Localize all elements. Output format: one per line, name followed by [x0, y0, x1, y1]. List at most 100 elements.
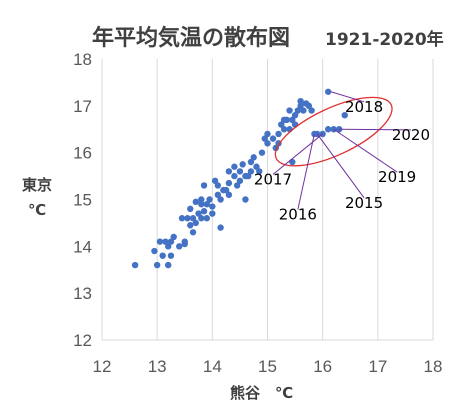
data-point [217, 224, 224, 231]
annotation-label: 2020 [392, 126, 430, 144]
x-tick-label: 12 [93, 357, 112, 376]
annotation-leader-line [297, 133, 315, 210]
data-point [162, 238, 169, 245]
data-point [231, 163, 238, 170]
y-tick-label: 14 [73, 237, 92, 256]
annotation-leader-line [272, 133, 323, 175]
data-point [239, 161, 246, 168]
data-point [236, 177, 244, 184]
y-tick-label: 13 [73, 284, 92, 303]
data-point [198, 215, 205, 222]
data-point [275, 130, 282, 138]
data-point [189, 229, 197, 236]
data-point [264, 140, 271, 147]
x-axis-title: 熊谷 ℃ [230, 384, 293, 402]
data-point [200, 208, 208, 215]
data-point [178, 215, 186, 222]
data-point [176, 243, 183, 250]
data-point [280, 126, 288, 133]
data-point [203, 200, 211, 208]
y-tick-label: 15 [73, 191, 92, 210]
data-point [198, 200, 205, 208]
y-tick-label: 12 [73, 331, 92, 350]
data-point [324, 126, 332, 133]
grid-lines [101, 59, 434, 341]
data-point [131, 261, 139, 269]
annotation-leader-line [333, 128, 398, 173]
data-point [250, 154, 257, 161]
data-point [300, 107, 307, 114]
annotation-label: 2015 [345, 194, 383, 212]
annotations: 2018 2020 2019 2017 2015 2016 [254, 91, 430, 224]
x-tick-label: 16 [313, 357, 332, 376]
data-point [189, 215, 197, 222]
data-point [294, 107, 302, 114]
data-point [261, 135, 268, 142]
data-point [289, 158, 296, 166]
annotation-leader-line [316, 133, 365, 199]
data-point [167, 238, 175, 245]
data-point [209, 203, 216, 210]
x-tick-label: 13 [148, 357, 167, 376]
data-point [244, 172, 252, 180]
data-points [131, 88, 348, 269]
y-axis-title-line2: ℃ [28, 201, 46, 219]
data-point [233, 182, 241, 189]
chart-subtitle: 1921-2020年 [325, 29, 444, 50]
data-point [159, 252, 166, 259]
y-tick-label: 16 [73, 144, 92, 163]
data-point [247, 158, 255, 166]
y-axis-title-line1: 東京 [22, 176, 52, 194]
data-point [165, 243, 172, 250]
data-point [214, 191, 222, 199]
data-point [156, 238, 164, 245]
data-point [341, 112, 348, 119]
data-point [242, 196, 249, 203]
data-point [236, 168, 244, 175]
data-point [305, 102, 313, 110]
data-point [258, 149, 266, 156]
data-point [151, 247, 158, 255]
x-tick-label: 18 [424, 357, 443, 376]
data-point [225, 191, 233, 199]
data-point [286, 107, 293, 114]
data-point [280, 116, 288, 124]
data-point [278, 121, 285, 128]
data-point [264, 130, 271, 138]
chart-title: 年平均気温の散布図 [92, 25, 290, 51]
y-tick-label: 17 [73, 97, 92, 116]
data-point [181, 238, 188, 245]
chart-title-group: 年平均気温の散布図 1921-2020年 [92, 25, 444, 51]
data-point [289, 116, 296, 124]
data-point [192, 198, 199, 206]
data-point [247, 168, 255, 175]
data-point [297, 97, 304, 105]
data-point [184, 215, 191, 222]
x-tick-label: 14 [203, 357, 222, 376]
annotation-leader-line [339, 128, 411, 131]
data-point [211, 177, 219, 184]
x-tick-label: 15 [258, 357, 277, 376]
data-point [217, 196, 224, 203]
annotation-label: 2018 [345, 98, 383, 116]
highlight-ellipse [274, 96, 393, 167]
x-tick-label: 17 [368, 357, 387, 376]
data-point [195, 210, 202, 217]
data-point [187, 222, 194, 229]
data-point [206, 196, 213, 203]
data-point [231, 172, 238, 180]
data-point [192, 219, 199, 227]
data-point [167, 252, 175, 259]
data-point [209, 210, 216, 217]
data-point [308, 107, 315, 114]
data-point [225, 179, 233, 187]
data-point [200, 182, 208, 189]
data-point [198, 196, 205, 203]
data-point [214, 182, 222, 189]
annotation-label: 2016 [279, 206, 317, 224]
data-point [165, 261, 172, 269]
data-point [256, 168, 263, 175]
data-point [297, 102, 304, 110]
data-point [170, 233, 177, 241]
data-point [222, 186, 230, 194]
